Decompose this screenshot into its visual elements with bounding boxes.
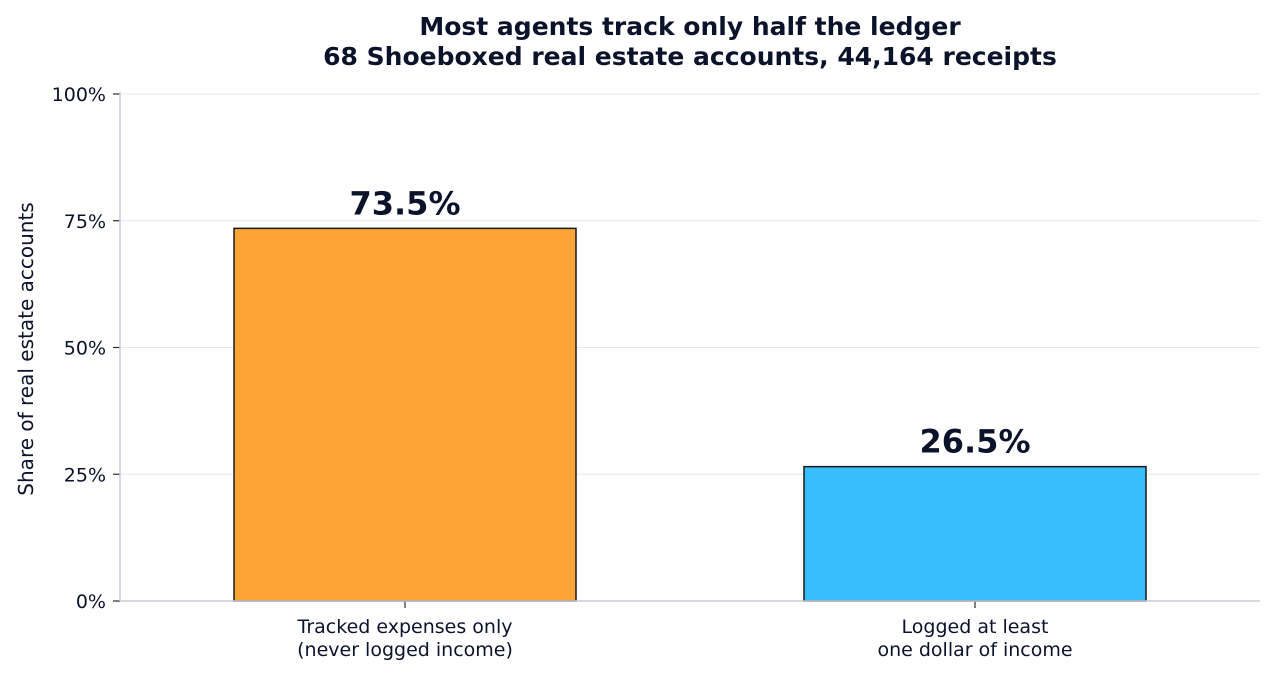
- y-tick-label: 100%: [52, 84, 106, 106]
- y-axis-label: Share of real estate accounts: [14, 202, 38, 495]
- x-tick-label: (never logged income): [297, 639, 513, 661]
- bar: [233, 227, 577, 602]
- bar-value-label: 26.5%: [919, 423, 1030, 461]
- bar: [803, 465, 1147, 602]
- chart-title: Most agents track only half the ledger: [419, 12, 961, 41]
- bars: [233, 227, 1147, 602]
- bar-value-label: 73.5%: [349, 184, 460, 222]
- chart-subtitle: 68 Shoeboxed real estate accounts, 44,16…: [323, 42, 1057, 71]
- x-tick-label: Tracked expenses only: [297, 616, 513, 638]
- labels: 0% 25% 50% 75% 100% 73.5% Tracked expenses onl…: [52, 84, 1073, 661]
- y-tick-label: 0%: [76, 591, 106, 613]
- x-tick-label: one dollar of income: [877, 639, 1072, 661]
- y-tick-label: 50%: [64, 338, 106, 360]
- x-tick-label: Logged at least: [902, 616, 1049, 638]
- axes: [113, 92, 1260, 608]
- y-tick-label: 75%: [64, 211, 106, 233]
- y-tick-label: 25%: [64, 464, 106, 486]
